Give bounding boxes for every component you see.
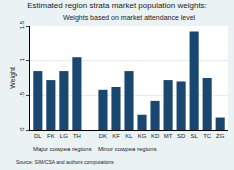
svg-text:DK: DK: [99, 133, 107, 139]
svg-text:Source: SIM/CSA and authors co: Source: SIM/CSA and authors computations: [16, 159, 114, 165]
svg-text:Minor cowpea regions: Minor cowpea regions: [98, 146, 157, 152]
svg-text:ZG: ZG: [216, 133, 225, 139]
svg-text:Weight: Weight: [9, 67, 17, 89]
svg-text:Major cowpea regions: Major cowpea regions: [33, 146, 92, 152]
svg-text:DL: DL: [34, 133, 42, 139]
svg-text:KD: KD: [151, 133, 160, 139]
svg-text:KF: KF: [112, 133, 120, 139]
svg-text:SD: SD: [177, 133, 186, 139]
svg-text:1: 1: [19, 57, 25, 61]
svg-text:TC: TC: [203, 133, 212, 139]
svg-text:LG: LG: [60, 133, 68, 139]
svg-text:Estimated region strata market: Estimated region strata market populatio…: [27, 1, 207, 10]
svg-text:KG: KG: [138, 133, 147, 139]
svg-text:Weights based on market attend: Weights based on market attendance level: [63, 14, 196, 22]
svg-text:FK: FK: [47, 133, 55, 139]
svg-text:.5: .5: [19, 91, 25, 97]
svg-text:KL: KL: [125, 133, 133, 139]
svg-text:TH: TH: [73, 133, 81, 139]
svg-text:SL: SL: [190, 133, 198, 139]
svg-text:1.5: 1.5: [19, 20, 25, 29]
svg-text:MT: MT: [164, 133, 173, 139]
svg-text:0: 0: [19, 127, 25, 131]
